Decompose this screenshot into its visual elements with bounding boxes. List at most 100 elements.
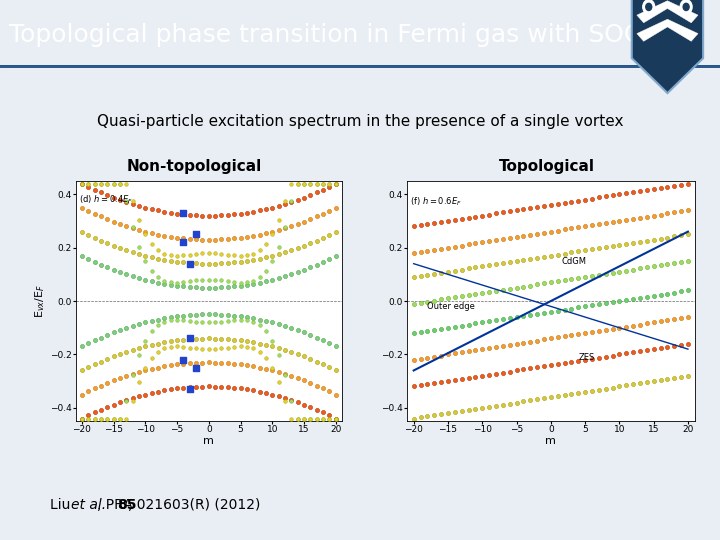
Point <box>102 191 113 199</box>
Point <box>318 384 329 393</box>
Point <box>627 265 639 274</box>
Point <box>298 241 310 250</box>
Point <box>566 275 577 284</box>
Point <box>593 300 605 308</box>
Point <box>222 211 233 219</box>
Point <box>76 179 88 188</box>
Point <box>83 387 94 396</box>
Point <box>273 274 284 282</box>
Point <box>210 259 221 268</box>
Point <box>330 179 341 188</box>
Point <box>120 179 132 188</box>
Point <box>114 179 126 188</box>
Point <box>153 230 164 239</box>
Point <box>662 183 673 191</box>
Point <box>566 331 577 340</box>
Point <box>538 335 549 344</box>
Text: Outer edge: Outer edge <box>428 302 475 311</box>
Point <box>654 291 666 299</box>
Point <box>158 249 170 258</box>
Point <box>153 278 164 287</box>
Point <box>662 343 673 352</box>
Point <box>76 179 88 188</box>
Point <box>524 231 536 239</box>
Text: Non-topological: Non-topological <box>127 159 262 173</box>
Point <box>241 232 253 241</box>
Point <box>228 278 240 286</box>
Point <box>422 380 433 389</box>
Point <box>531 336 543 345</box>
Point <box>286 396 297 404</box>
Point <box>305 330 316 339</box>
Point <box>228 234 240 242</box>
Point <box>184 359 196 368</box>
Point <box>286 246 297 254</box>
Point <box>133 320 145 328</box>
Point <box>241 278 253 287</box>
Point <box>178 360 189 368</box>
Point <box>483 261 495 269</box>
Point <box>469 290 481 299</box>
Point <box>456 214 467 223</box>
Point <box>318 414 329 423</box>
Point <box>311 357 323 366</box>
Point <box>463 347 474 355</box>
Point <box>210 249 221 258</box>
Bar <box>0 66 720 67</box>
Point <box>621 349 632 357</box>
Point <box>108 241 120 250</box>
Point <box>222 277 233 286</box>
Point <box>449 349 461 357</box>
Point <box>311 333 323 342</box>
Bar <box>0 66 720 67</box>
Bar <box>0 66 720 67</box>
Point <box>102 239 113 247</box>
Point <box>627 321 639 330</box>
Point <box>216 249 228 258</box>
Point <box>545 334 557 343</box>
X-axis label: m: m <box>545 436 557 446</box>
Point <box>108 179 120 188</box>
Point <box>292 326 303 334</box>
Point <box>153 206 164 215</box>
Point <box>120 246 132 254</box>
Point <box>140 318 151 327</box>
Point <box>133 226 145 234</box>
Point <box>253 246 265 254</box>
Point <box>127 248 138 256</box>
Point <box>83 414 94 423</box>
Point <box>675 341 687 349</box>
Point <box>292 179 303 188</box>
Bar <box>0 66 720 67</box>
Point <box>483 237 495 246</box>
Point <box>428 411 440 420</box>
Point <box>292 220 303 228</box>
Bar <box>0 66 720 68</box>
Point <box>146 316 158 325</box>
Point <box>279 370 291 379</box>
Point <box>422 412 433 421</box>
Point <box>566 304 577 313</box>
Y-axis label: E$_{vx}$/E$_F$: E$_{vx}$/E$_F$ <box>33 284 47 318</box>
Point <box>203 382 215 391</box>
Text: et al.: et al. <box>71 498 106 512</box>
Point <box>323 254 335 263</box>
Point <box>408 273 420 281</box>
Point <box>311 236 323 245</box>
Point <box>222 311 233 320</box>
Point <box>415 328 426 336</box>
Point <box>266 337 278 346</box>
Point <box>108 376 120 385</box>
Point <box>279 248 291 256</box>
Point <box>83 179 94 188</box>
Point <box>279 322 291 330</box>
Point <box>76 414 88 423</box>
Point <box>248 249 259 258</box>
Point <box>621 189 632 198</box>
Point <box>593 353 605 362</box>
Bar <box>0 66 720 67</box>
Point <box>305 179 316 188</box>
Text: 85: 85 <box>117 498 137 512</box>
Point <box>153 363 164 372</box>
Point <box>323 387 335 396</box>
